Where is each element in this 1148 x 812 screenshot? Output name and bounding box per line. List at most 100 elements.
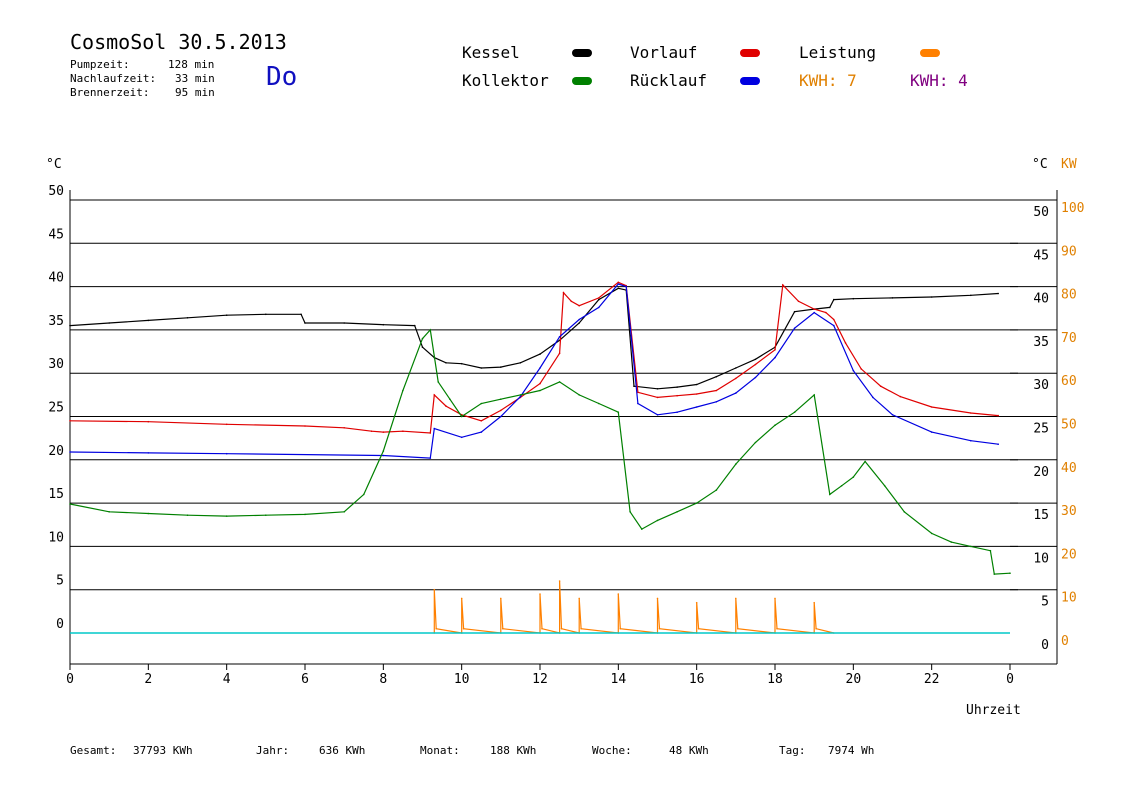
series-point-rücklauf xyxy=(225,452,228,455)
series-line-kollektor xyxy=(69,328,1011,575)
series-point-kollektor xyxy=(519,394,522,396)
series-point-leistung xyxy=(460,597,463,600)
series-point-vorlauf xyxy=(500,409,502,412)
series-point-kessel xyxy=(108,322,110,324)
series-point-leistung xyxy=(658,627,661,630)
y-tick-left-50: 50 xyxy=(48,184,64,199)
stat-nachlaufzeit-value: 33 min xyxy=(175,72,215,85)
series-point-leistung xyxy=(560,627,563,630)
series-point-leistung xyxy=(776,627,778,630)
series-point-kollektor xyxy=(970,545,972,548)
y2-tick-100: 100 xyxy=(1061,201,1084,216)
y-tick-right-0: 0 xyxy=(1041,638,1049,653)
series-point-rücklauf xyxy=(429,457,432,459)
series-point-vorlauf xyxy=(844,342,847,344)
legend-kollektor-label: Kollektor xyxy=(462,71,549,90)
series-point-rücklauf xyxy=(891,414,894,416)
series-point-rücklauf xyxy=(519,395,522,398)
series-point-rücklauf xyxy=(147,452,150,454)
series-point-kollektor xyxy=(656,519,659,522)
x-tick-6: 12 xyxy=(532,672,548,687)
x-tick-12: 0 xyxy=(1006,672,1014,687)
series-point-leistung xyxy=(500,597,502,600)
series-point-kollektor xyxy=(343,511,346,513)
x-tick-4: 8 xyxy=(379,672,387,687)
series-point-vorlauf xyxy=(558,352,561,355)
series-point-kessel xyxy=(460,362,463,365)
series-point-kollektor xyxy=(715,489,718,491)
y-tick-right-10: 10 xyxy=(1033,551,1049,566)
series-point-kessel xyxy=(186,317,189,319)
footer-woche-label: Woche: xyxy=(592,744,632,757)
series-point-kessel xyxy=(445,362,447,364)
series-point-kollektor xyxy=(449,398,451,401)
series-point-kollektor xyxy=(840,485,843,487)
y-tick-left-35: 35 xyxy=(48,314,64,329)
series-point-kollektor xyxy=(864,460,866,463)
series-point-kessel xyxy=(676,386,678,388)
series-point-kollektor xyxy=(578,394,580,396)
footer-gesamt-label: Gesamt: xyxy=(70,744,117,757)
x-tick-2: 4 xyxy=(223,672,231,687)
series-point-kollektor xyxy=(429,329,432,331)
series-point-kollektor xyxy=(225,515,228,517)
series-point-kessel xyxy=(633,385,635,388)
series-point-vorlauf xyxy=(813,308,815,310)
x-axis-label: Uhrzeit xyxy=(966,703,1021,718)
legend-vorlauf-label: Vorlauf xyxy=(630,43,698,62)
y2-tick-70: 70 xyxy=(1061,331,1077,346)
series-point-leistung xyxy=(815,627,817,630)
x-tick-7: 14 xyxy=(611,672,627,687)
series-line-leistung xyxy=(433,580,834,634)
series-point-leistung xyxy=(502,627,504,630)
series-point-vorlauf xyxy=(715,389,718,392)
series-point-leistung xyxy=(578,597,580,600)
series-point-rücklauf xyxy=(558,336,561,338)
series-point-rücklauf xyxy=(598,306,600,309)
series-point-kollektor xyxy=(363,493,365,496)
legend-kessel-label: Kessel xyxy=(462,43,520,62)
series-point-vorlauf xyxy=(754,363,757,366)
y-tick-right-25: 25 xyxy=(1033,422,1049,437)
series-point-rücklauf xyxy=(500,415,502,418)
footer-jahr-value: 636 KWh xyxy=(319,744,366,757)
y2-tick-20: 20 xyxy=(1061,547,1077,562)
x-tick-0: 0 xyxy=(66,672,74,687)
series-point-kollektor xyxy=(676,511,678,513)
series-point-rücklauf xyxy=(69,451,71,453)
series-point-kessel xyxy=(891,297,894,299)
series-point-kollektor xyxy=(421,337,424,340)
series-point-kessel xyxy=(578,322,580,324)
y-tick-left-15: 15 xyxy=(48,487,64,502)
series-point-vorlauf xyxy=(637,391,639,394)
series-point-kessel xyxy=(735,367,737,369)
series-point-kessel xyxy=(656,388,659,390)
legend-ruecklauf-label: Rücklauf xyxy=(630,71,708,90)
series-point-kollektor xyxy=(480,402,483,405)
stat-nachlaufzeit-label: Nachlaufzeit: xyxy=(70,72,157,85)
y-unit-right: °C xyxy=(1032,157,1048,172)
series-point-kollektor xyxy=(437,381,440,383)
series-point-kessel xyxy=(715,375,718,378)
series-point-kessel xyxy=(421,346,424,349)
series-point-vorlauf xyxy=(797,300,800,303)
series-point-kollektor xyxy=(402,389,404,392)
series-point-rücklauf xyxy=(852,369,855,372)
series-point-kessel xyxy=(304,322,306,324)
series-point-kollektor xyxy=(304,513,306,516)
y-tick-right-40: 40 xyxy=(1033,292,1049,307)
footer-monat-value: 188 KWh xyxy=(490,744,537,757)
series-point-kollektor xyxy=(774,424,776,427)
series-point-vorlauf xyxy=(570,300,573,303)
legend-kollektor-swatch xyxy=(572,77,592,85)
y2-tick-80: 80 xyxy=(1061,288,1077,303)
series-point-vorlauf xyxy=(343,427,346,429)
weekday-label: Do xyxy=(266,62,298,92)
series-point-vorlauf xyxy=(480,420,483,422)
footer-woche-value: 48 KWh xyxy=(669,744,709,757)
series-point-vorlauf xyxy=(656,396,659,399)
legend-vorlauf-swatch xyxy=(740,49,760,57)
y2-tick-60: 60 xyxy=(1061,374,1077,389)
series-point-kessel xyxy=(265,313,267,316)
y-tick-left-25: 25 xyxy=(48,401,64,416)
